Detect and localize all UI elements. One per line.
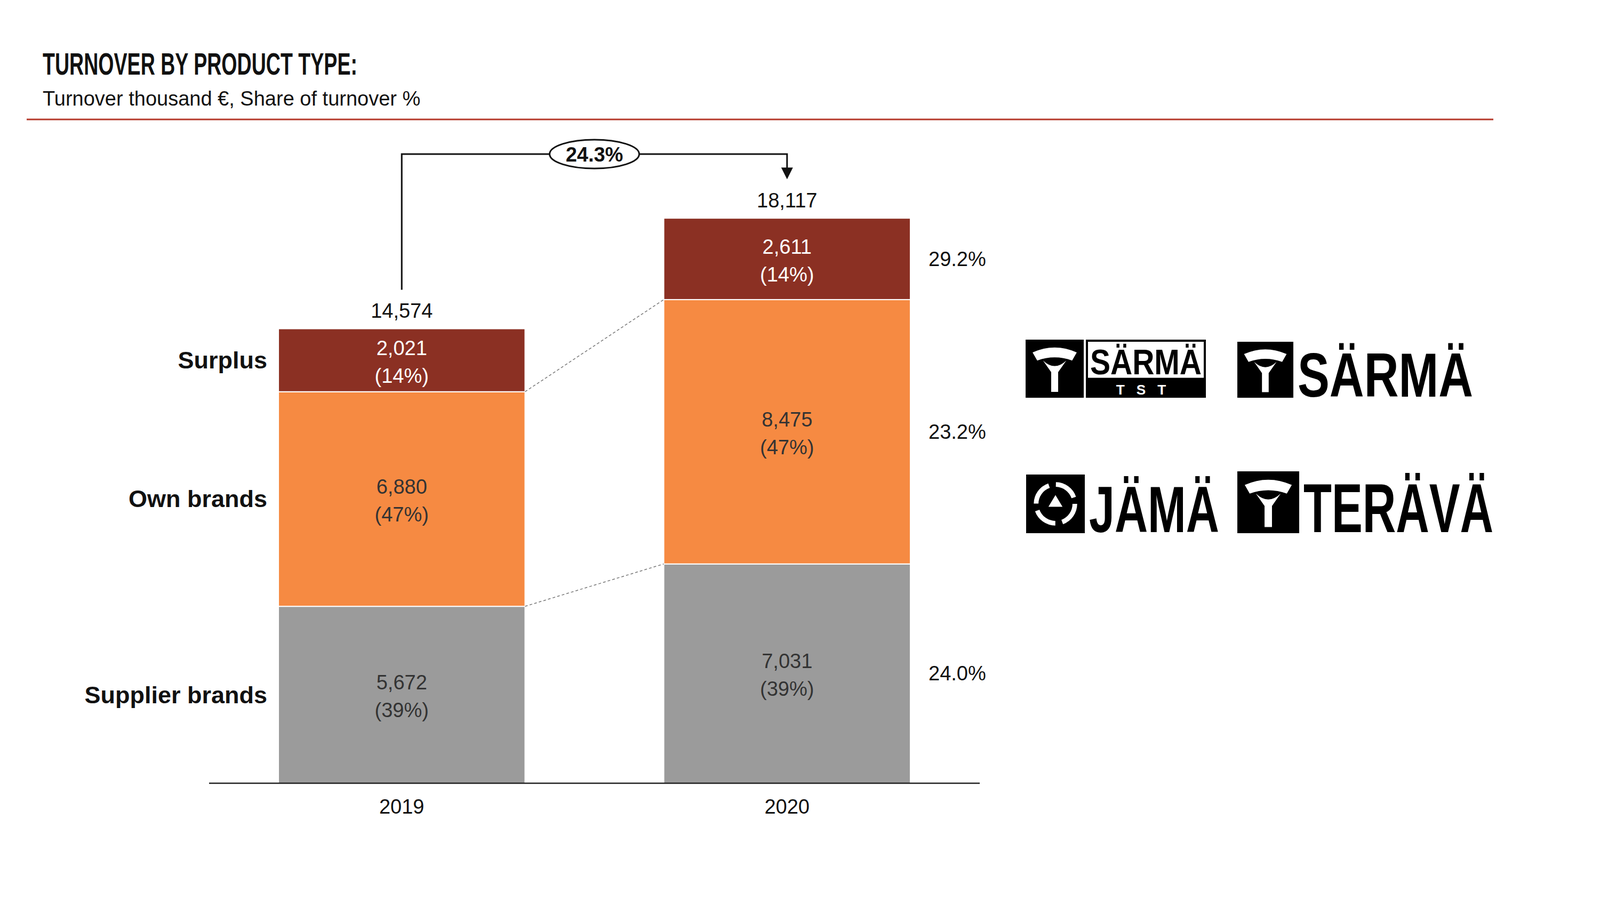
logo-icon-bg <box>1237 471 1300 534</box>
logo: SÄRMÄTST <box>1025 339 1206 398</box>
x-tick-label: 2020 <box>764 795 810 819</box>
title: TURNOVER BY PRODUCT TYPE: <box>42 46 358 82</box>
labels: 5,672 (39%) 7,031 (39%) Supplier brands 24.0%… <box>84 189 986 722</box>
bar-segment <box>664 299 911 565</box>
connector <box>524 299 664 392</box>
value-label: 8,475 <box>761 408 813 431</box>
growth-arrow <box>401 154 788 290</box>
logo-icon <box>1048 495 1063 508</box>
chart: TURNOVER BY PRODUCT TYPE: Turnover thousa… <box>0 0 1600 900</box>
logo-icon <box>1043 360 1067 392</box>
logo-frame <box>1085 339 1206 398</box>
share-label: (39%) <box>374 699 429 722</box>
subtitle: Turnover thousand €, Share of turnover % <box>42 87 421 110</box>
series-name: Own brands <box>128 485 268 513</box>
bar-segment <box>278 328 525 392</box>
logo-icon <box>1244 480 1292 494</box>
series-name: Supplier brands <box>84 681 268 709</box>
logo-icon <box>1032 347 1077 362</box>
logo-icon <box>1244 349 1287 363</box>
bar-segment <box>664 564 911 784</box>
logo: TERÄVÄ <box>1237 469 1494 548</box>
logo-text: TERÄVÄ <box>1303 469 1494 548</box>
total-label: 14,574 <box>370 299 433 323</box>
value-label: 5,672 <box>376 671 428 694</box>
arrow-head <box>781 167 794 180</box>
value-label: 6,880 <box>376 475 428 499</box>
share-label: (47%) <box>760 436 814 459</box>
bar-segment <box>664 218 911 300</box>
value-label: 2,611 <box>762 235 812 259</box>
growth-label: 24.0% <box>928 662 987 685</box>
logo-icon <box>1256 493 1281 528</box>
logo-text: SÄRMÄ <box>1297 340 1474 411</box>
logo-icon <box>1036 484 1076 524</box>
logo-icon-bg <box>1025 339 1084 398</box>
growth-label: 29.2% <box>928 248 987 271</box>
bar-segment <box>278 392 525 607</box>
share-label: (39%) <box>760 677 814 701</box>
total-growth-label: 24.3% <box>565 143 624 166</box>
logo: SÄRMÄ <box>1237 340 1474 411</box>
logo-icon-bg <box>1237 341 1294 398</box>
growth-bubble <box>549 139 640 169</box>
logo-subtext: TST <box>1116 381 1178 398</box>
logo-icon <box>1254 362 1277 393</box>
logo: JÄMÄ <box>1026 472 1220 547</box>
total-label: 18,117 <box>756 189 818 212</box>
series-name: Surplus <box>177 346 268 374</box>
logos: SÄRMÄTSTSÄRMÄJÄMÄTERÄVÄ <box>1025 339 1494 548</box>
share-label: (14%) <box>760 263 814 286</box>
bars <box>278 218 911 784</box>
logo-text: SÄRMÄ <box>1090 341 1202 382</box>
logo-text: JÄMÄ <box>1089 472 1220 547</box>
growth-label: 23.2% <box>928 420 987 444</box>
x-axis <box>209 782 980 785</box>
connector <box>524 564 664 607</box>
title-rule <box>26 118 1494 121</box>
value-label: 7,031 <box>761 650 813 673</box>
share-label: (47%) <box>374 503 429 526</box>
bar-segment <box>278 606 525 784</box>
logo-icon-bg <box>1026 474 1085 534</box>
share-label: (14%) <box>374 364 429 388</box>
background <box>0 0 1600 900</box>
x-tick-label: 2019 <box>379 795 425 819</box>
value-label: 2,021 <box>376 337 428 360</box>
